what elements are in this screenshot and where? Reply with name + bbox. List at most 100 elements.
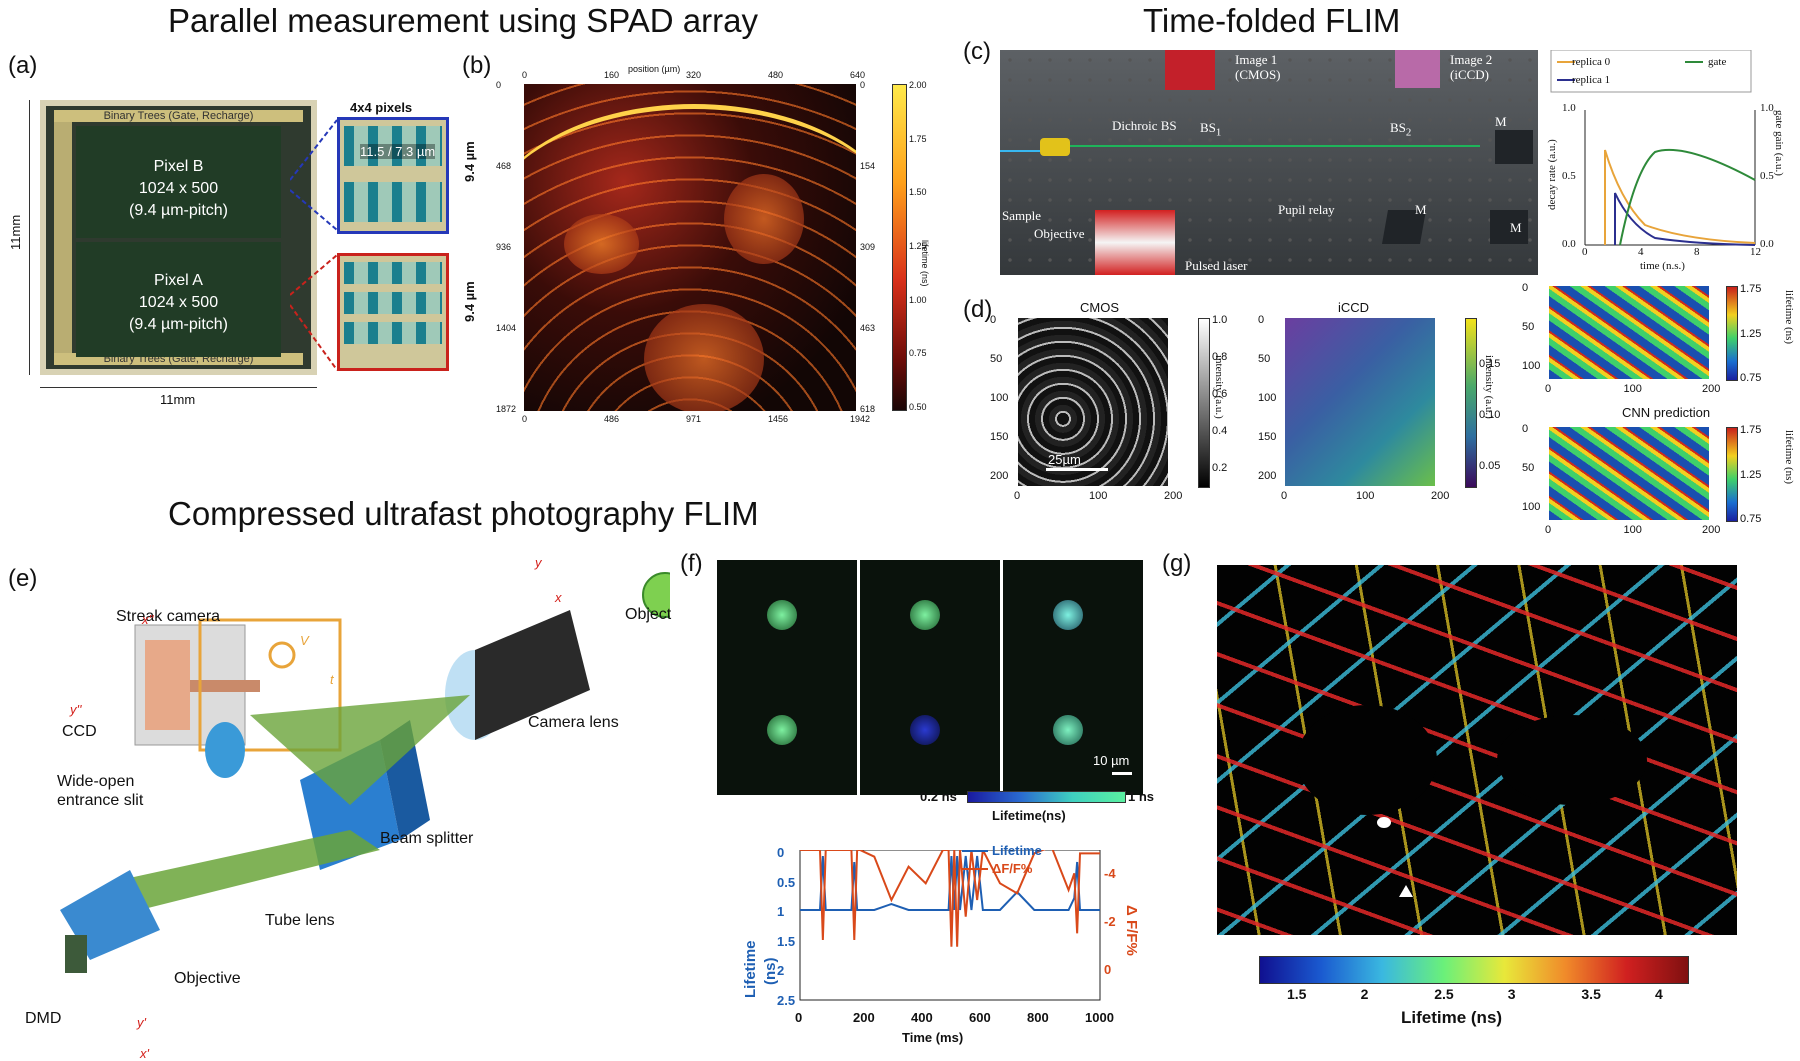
f-series-group [800, 850, 1100, 947]
gt-ytick-2: 100 [1522, 360, 1541, 372]
f-frame-2 [860, 560, 1000, 680]
tube-lens-label: Tube lens [265, 912, 335, 929]
inset-measure: 11.5 / 7.3 µm [360, 144, 436, 159]
f-cbar-label: Lifetime(ns) [992, 808, 1066, 823]
f-ytick-left-0: 0 [777, 845, 785, 860]
panel-label-a: (a) [8, 52, 38, 79]
iccd-ytick-4: 200 [1258, 470, 1277, 482]
b-right-tick-3: 463 [860, 323, 876, 333]
cnn-ytick-2: 100 [1522, 501, 1541, 513]
pixel-a-name: Pixel A [154, 272, 203, 289]
iccd-ytick-0: 0 [1258, 314, 1265, 326]
ccd-label: CCD [62, 723, 97, 740]
g-lifetime-image [1217, 565, 1737, 935]
f-xtick-0: 0 [795, 1010, 803, 1025]
f-xlabel: Time (ms) [902, 1030, 964, 1045]
g-cbar-tick-4: 3.5 [1581, 986, 1601, 1002]
dmd-label: DMD [25, 1010, 62, 1027]
cmos-camera [1165, 50, 1215, 90]
b-bottom-tick-2: 971 [686, 414, 702, 424]
panel-label-b: (b) [462, 52, 492, 79]
c-xtick-1: 4 [1638, 246, 1644, 258]
pixel-b-array: Pixel B 1024 x 500 (9.4 µm-pitch) [76, 126, 281, 238]
legend-gate: gate [1708, 56, 1727, 68]
panel-label-g: (g) [1162, 550, 1192, 577]
f-ytick-right-1: -2 [1104, 914, 1116, 929]
mirror-label-top: M [1495, 114, 1507, 129]
binary-trees-top: Binary Trees (Gate, Recharge) [54, 110, 303, 122]
b-right-tick-4: 618 [860, 404, 876, 414]
objective-lens [1040, 138, 1070, 156]
f-xtick-4: 800 [1027, 1010, 1049, 1025]
panel-label-c: (c) [963, 38, 991, 65]
c-xtick-0: 0 [1582, 246, 1588, 258]
cmos-xtick-2: 200 [1164, 490, 1183, 502]
gt-ytick-1: 50 [1522, 321, 1535, 333]
c-xtick-3: 12 [1750, 246, 1761, 258]
pixel-b-pitch: (9.4 µm-pitch) [128, 202, 228, 219]
iccd-ytick-2: 100 [1258, 392, 1277, 404]
lifetime-colorbar-bottom [1726, 427, 1738, 522]
b-cbar-tick-5: 0.75 [909, 348, 927, 359]
iccd-cbar-tick-0: 0.15 [1479, 358, 1501, 370]
image1-camera: (CMOS) [1235, 67, 1281, 82]
bs2-sub: 2 [1405, 126, 1412, 139]
panel-label-f: (f) [680, 550, 703, 577]
slit-label: Wide-open entrance slit [57, 772, 143, 810]
b-cbar-tick-1: 1.75 [909, 133, 927, 144]
axis-x: x [555, 590, 562, 605]
gt-xtick-0: 0 [1545, 383, 1552, 395]
lifetime-gt-image [1549, 286, 1709, 379]
f-ytick-left-2: 1 [777, 904, 785, 920]
f-frame-5 [860, 675, 1000, 795]
pulsed-laser-label: Pulsed laser [1185, 258, 1248, 273]
b-left-tick-4: 1872 [496, 404, 517, 414]
object-label: Object [625, 606, 672, 623]
f-cbar-max: 1 ns [1128, 789, 1155, 804]
image2-label: Image 2 (iCCD) [1450, 52, 1492, 82]
cmos-cbar-tick-3: 0.4 [1212, 425, 1228, 437]
b-left-tick-3: 1404 [496, 323, 517, 333]
image1-title: Image 1 [1235, 52, 1278, 67]
beam-path [1040, 145, 1480, 147]
bs1-label: BS1 [1200, 120, 1221, 139]
f-ytick-right-0: -4 [1104, 866, 1116, 881]
c-ylabel-right: gate gain (a.u.) [1773, 110, 1785, 176]
title-tf-flim: Time-folded FLIM [1143, 2, 1401, 39]
f-ytick-left-5: 2.5 [777, 993, 796, 1008]
iccd-ytick-1: 50 [1258, 353, 1271, 365]
pixel-b-size: 1024 x 500 [138, 180, 219, 197]
panel-label-e: (e) [8, 565, 38, 592]
b-bottom-tick-0: 0 [522, 414, 528, 424]
f-xtick-3: 600 [969, 1010, 991, 1025]
streak-camera-label: Streak camera [116, 608, 221, 625]
f-ylabel-right: Δ F/F% [1123, 905, 1140, 956]
f-legend-lifetime: Lifetime [992, 843, 1042, 858]
iccd-xtick-1: 100 [1356, 490, 1375, 502]
pixel-b-inset: 11.5 / 7.3 µm [337, 117, 449, 234]
c-xtick-2: 8 [1694, 246, 1700, 258]
inset-connectors [290, 119, 338, 371]
f-plot-frame [799, 850, 1101, 1001]
cmos-ytick-4: 200 [990, 470, 1009, 482]
f-legend-line-lifetime [962, 850, 988, 852]
f-xtick-5: 1000 [1085, 1010, 1114, 1025]
b-right-tick-2: 309 [860, 242, 876, 252]
f-scale-bar: 10 µm [1093, 753, 1130, 768]
iccd-xtick-2: 200 [1431, 490, 1450, 502]
c-ytick-right-1: 0.5 [1760, 170, 1774, 182]
lt-cbar-tick-top-0: 1.75 [1740, 283, 1762, 295]
cmos-xtick-0: 0 [1014, 490, 1021, 502]
g-cbar-tick-5: 4 [1655, 986, 1663, 1002]
cnn-xtick-1: 100 [1623, 524, 1642, 536]
panel-label-d: (d) [963, 296, 993, 323]
b-cbar-tick-2: 1.50 [909, 187, 927, 198]
b-top-tick-0: 0 [522, 70, 528, 80]
f-colorbar [967, 791, 1126, 803]
b-left-tick-2: 936 [496, 242, 512, 252]
tf-decay-plot [1550, 50, 1756, 246]
f-ylabel-left-1: Lifetime [742, 940, 759, 998]
objective-label: Objective [1034, 226, 1085, 241]
camera-lens-label: Camera lens [528, 714, 619, 731]
g-soma-marker [1377, 817, 1391, 828]
